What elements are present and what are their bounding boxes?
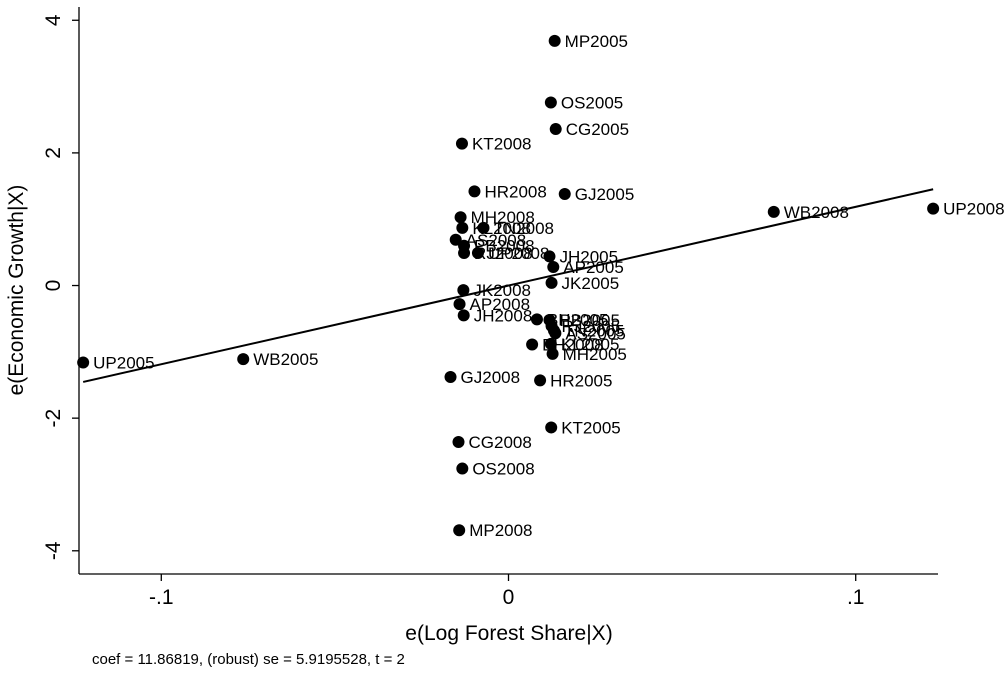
point-marker — [471, 247, 484, 260]
point-marker — [544, 96, 557, 109]
point-label: KT2005 — [561, 418, 621, 437]
point-marker — [544, 337, 557, 350]
point-label: MP2005 — [565, 32, 628, 51]
point-label: HR2008 — [484, 182, 546, 201]
point-marker — [454, 211, 467, 224]
point-label: JH2008 — [474, 306, 533, 325]
regression-note: coef = 11.86819, (robust) se = 5.9195528… — [92, 651, 405, 668]
point-marker — [767, 205, 780, 218]
point-label: CG2005 — [566, 120, 629, 139]
points-group: MP2005 OS2005 CG2005 KT2008 HR2008 GJ2005 WB20… — [77, 32, 1005, 540]
point-label: WB2005 — [253, 350, 318, 369]
point-marker — [458, 247, 471, 260]
point-marker — [549, 123, 562, 136]
point-label: JK2005 — [562, 274, 620, 293]
point-label: AP2008 — [470, 295, 530, 314]
y-axis-label: e(Economic Growth|X) — [5, 185, 28, 396]
point-label: UP2008 — [488, 244, 549, 263]
point-label: JK2008 — [473, 281, 531, 300]
point-marker — [545, 421, 558, 434]
point-marker — [457, 284, 470, 297]
x-tick-label: -.1 — [149, 586, 174, 609]
point-label: RJ2005 — [562, 317, 621, 336]
point-label: TN2008 — [494, 219, 554, 238]
point-marker — [449, 233, 462, 246]
x-tick-label: .1 — [847, 586, 865, 609]
point-label: UP2005 — [93, 353, 154, 372]
point-marker — [546, 347, 559, 360]
fit-line — [82, 188, 934, 383]
point-label: AS2008 — [466, 231, 527, 250]
point-label: GJ2008 — [461, 368, 521, 387]
point-marker — [548, 34, 561, 47]
point-label: OS2005 — [561, 93, 623, 112]
point-label: GJ2005 — [575, 185, 635, 204]
point-label: CG2008 — [469, 433, 532, 452]
point-marker — [545, 276, 558, 289]
x-axis-label: e(Log Forest Share|X) — [405, 622, 612, 645]
point-marker — [444, 371, 457, 384]
axes: -.1 0 .1 -4 -2 0 2 4 — [42, 7, 938, 609]
point-label: UP2008 — [943, 200, 1004, 219]
point-marker — [534, 374, 547, 387]
y-tick-label: -2 — [42, 409, 65, 428]
point-label: HR2005 — [550, 371, 612, 390]
point-label: RJ2008 — [474, 244, 533, 263]
point-marker — [468, 185, 481, 198]
point-label: JH2005 — [559, 247, 618, 266]
point-marker — [457, 309, 470, 322]
point-marker — [927, 202, 940, 215]
point-label: TN2005 — [564, 322, 624, 341]
point-label: AS2005 — [565, 324, 626, 343]
fit-line-group — [82, 188, 934, 383]
point-label: BH2005 — [547, 310, 608, 329]
point-marker — [526, 338, 539, 351]
point-marker — [456, 221, 469, 234]
point-marker — [77, 356, 90, 369]
y-tick-label: 2 — [42, 147, 65, 159]
point-marker — [452, 436, 465, 449]
point-label: BH2008 — [542, 336, 603, 355]
point-marker — [543, 250, 556, 263]
point-label: MH2005 — [563, 345, 627, 364]
point-marker — [549, 327, 562, 340]
point-marker — [453, 524, 466, 537]
point-marker — [237, 353, 250, 366]
point-label: WB2008 — [784, 203, 849, 222]
point-label: AP2005 — [563, 258, 624, 277]
point-marker — [456, 462, 469, 475]
point-marker — [547, 260, 560, 273]
point-label: MH2008 — [471, 208, 535, 227]
x-tick-label: 0 — [503, 586, 515, 609]
point-label: PB2005 — [559, 311, 620, 330]
point-marker — [530, 313, 543, 326]
point-marker — [477, 221, 490, 234]
point-label: KT2008 — [472, 135, 532, 154]
point-label: PB2008 — [474, 237, 535, 256]
point-label: MP2008 — [469, 521, 532, 540]
y-tick-label: 0 — [42, 280, 65, 292]
point-marker — [558, 188, 571, 201]
y-tick-label: 4 — [42, 14, 65, 26]
point-marker — [455, 137, 468, 150]
y-tick-label: -4 — [42, 541, 65, 560]
point-label: OS2008 — [472, 460, 534, 479]
point-marker — [453, 298, 466, 311]
point-label: KL2005 — [561, 335, 620, 354]
